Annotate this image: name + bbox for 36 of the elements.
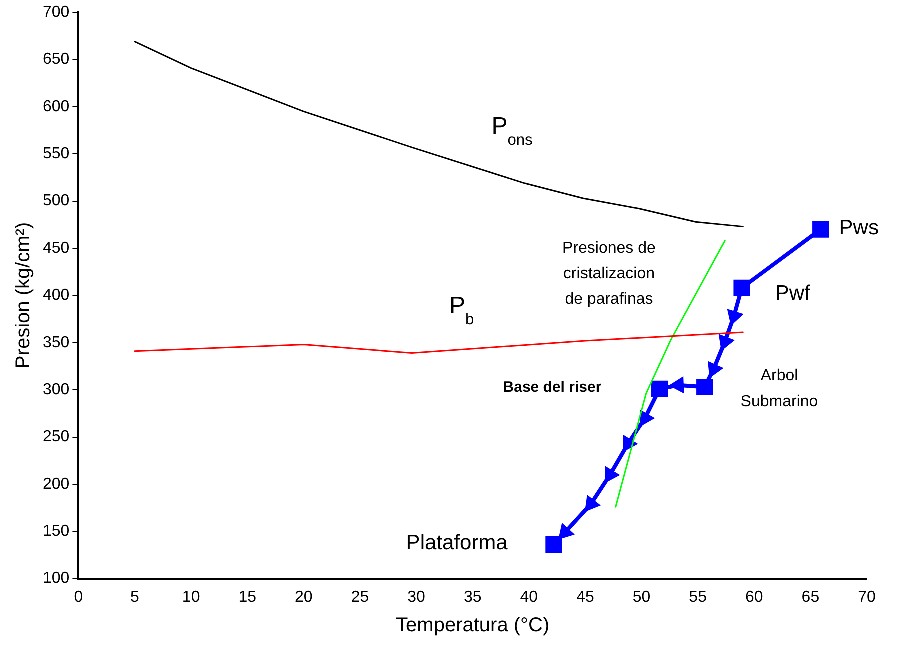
x-tick-label: 65 [802,588,820,606]
x-tick-label: 20 [295,588,313,606]
y-tick-label: 100 [42,570,70,588]
x-tick-label: 45 [576,588,594,606]
x-tick-label: 50 [632,588,651,606]
x-tick-label: 10 [182,588,200,606]
x-tick-label: 55 [689,588,708,606]
x-tick-label: 25 [351,588,370,606]
x-tick-label: 70 [858,588,876,606]
y-tick-label: 200 [42,476,70,493]
x-tick-label: 40 [520,588,538,606]
annotation: Plataforma [406,531,508,554]
annotation: Base del riser [503,379,602,396]
x-tick-label: 5 [130,588,140,606]
y-tick-label: 400 [42,287,70,304]
x-tick-label: 30 [408,588,426,606]
y-tick-label: 450 [42,240,70,257]
x-tick-label: 15 [238,588,257,606]
y-tick-label: 700 [42,4,70,22]
x-tick-label: 35 [464,588,482,606]
x-tick-label: 0 [74,588,84,606]
y-tick-label: 550 [42,146,70,163]
y-tick-label: 350 [42,334,70,352]
annotation: Arbol Submarino [740,368,818,410]
annotation: Pwf [775,282,811,305]
y-axis-title: Presion (kg/cm²) [12,222,35,370]
y-tick-label: 250 [42,428,70,446]
x-tick-label: 60 [745,588,764,606]
x-axis-title: Temperatura (°C) [396,614,550,637]
y-tick-label: 600 [42,98,70,116]
y-tick-label: 500 [42,192,70,210]
y-tick-label: 650 [42,51,70,68]
annotation: Pws [839,216,879,240]
y-tick-label: 150 [42,523,70,540]
y-tick-label: 300 [42,381,70,398]
annotation: Presiones de cristalizacion de parafinas [562,240,656,308]
